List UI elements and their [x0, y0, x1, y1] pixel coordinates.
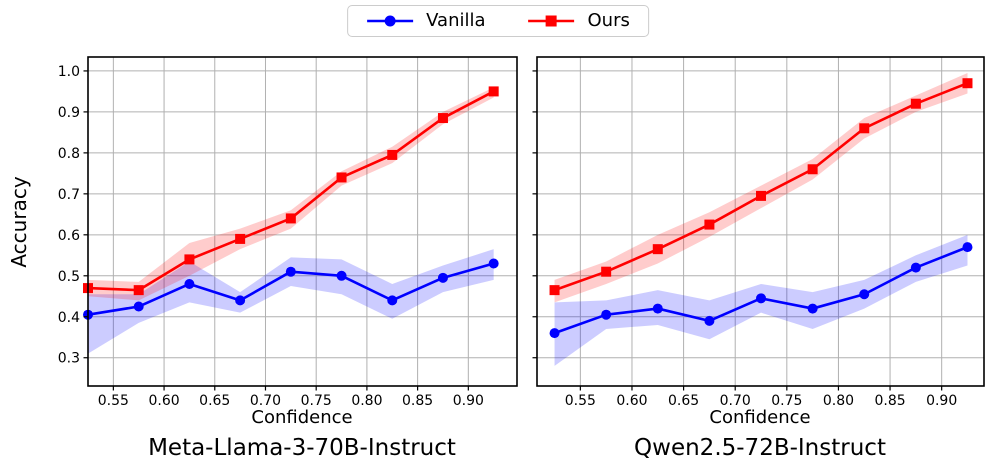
plot-border: [87, 56, 518, 387]
svg-text:0.80: 0.80: [351, 393, 382, 409]
svg-text:0.85: 0.85: [874, 393, 905, 409]
ours-markers: [549, 78, 973, 296]
svg-text:1.0: 1.0: [58, 64, 80, 80]
svg-text:0.60: 0.60: [616, 393, 647, 409]
svg-text:0.5: 0.5: [58, 269, 80, 285]
subplot-title-left: Meta-Llama-3-70B-Instruct: [148, 435, 456, 461]
svg-text:0.90: 0.90: [926, 393, 957, 409]
svg-text:0.8: 0.8: [58, 146, 80, 162]
ours-confidence-band: [88, 87, 494, 301]
plot-meta-llama: 0.55 0.60 0.65 0.70 0.75 0.80 0.85 0.900.30.40.…: [58, 56, 518, 409]
vanilla-markers: [83, 258, 499, 320]
x-axis-label-left: Confidence: [251, 407, 353, 428]
svg-text:0.80: 0.80: [823, 393, 854, 409]
x-tick-labels: 0.55 0.60 0.65 0.70 0.75 0.80 0.85 0.90: [98, 393, 484, 409]
gridlines: [537, 57, 984, 386]
vanilla-line-circle-icon: [367, 15, 414, 27]
x-tick-labels: 0.55 0.60 0.65 0.70 0.75 0.80 0.85 0.90: [565, 393, 957, 409]
vanilla-markers: [549, 242, 973, 339]
legend-label-vanilla: Vanilla: [426, 10, 486, 31]
legend: Vanilla Ours: [347, 5, 649, 37]
vanilla-confidence-band: [88, 249, 494, 354]
svg-text:0.55: 0.55: [565, 393, 596, 409]
svg-text:0.3: 0.3: [58, 351, 80, 367]
gridlines: [88, 57, 517, 386]
y-axis-label: Accuracy: [7, 176, 31, 268]
y-tick-labels: 0.3 0.4 0.5 0.6 0.7 0.8 0.9 1.0: [58, 64, 80, 367]
svg-text:0.65: 0.65: [668, 393, 699, 409]
svg-text:0.6: 0.6: [58, 228, 80, 244]
svg-text:0.9: 0.9: [58, 105, 80, 121]
legend-label-ours: Ours: [587, 10, 630, 31]
svg-text:0.70: 0.70: [720, 393, 751, 409]
x-axis-label-right: Confidence: [709, 407, 811, 428]
plot-qwen: 0.55 0.60 0.65 0.70 0.75 0.80 0.85 0.90: [532, 56, 985, 409]
svg-text:0.75: 0.75: [771, 393, 802, 409]
svg-text:0.7: 0.7: [58, 187, 80, 203]
subplot-title-right: Qwen2.5-72B-Instruct: [634, 435, 886, 461]
legend-item-ours: Ours: [528, 10, 630, 32]
svg-text:0.4: 0.4: [58, 310, 80, 326]
plot-border: [536, 56, 985, 387]
ours-line-square-icon: [528, 15, 575, 27]
svg-text:0.65: 0.65: [199, 393, 230, 409]
svg-text:0.90: 0.90: [453, 393, 484, 409]
svg-text:0.55: 0.55: [98, 393, 129, 409]
svg-text:0.85: 0.85: [402, 393, 433, 409]
svg-text:0.75: 0.75: [301, 393, 332, 409]
legend-item-vanilla: Vanilla: [366, 10, 486, 32]
svg-text:0.60: 0.60: [148, 393, 179, 409]
svg-text:0.70: 0.70: [250, 393, 281, 409]
